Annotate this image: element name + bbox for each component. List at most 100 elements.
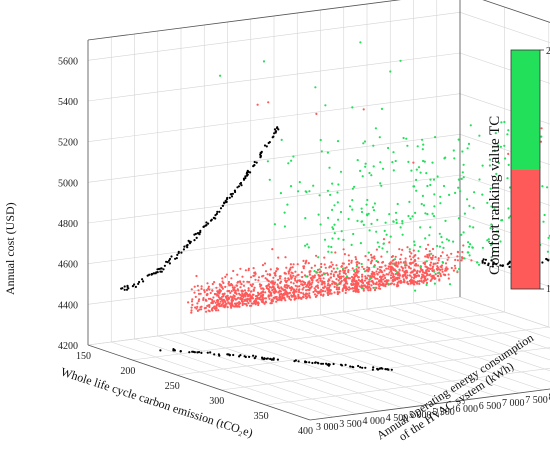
scatter-point-tc2 <box>347 217 350 221</box>
scatter-point-tc2 <box>337 237 340 240</box>
scatter-point-tc1 <box>277 256 280 259</box>
scatter-point-tc2 <box>452 149 455 152</box>
scatter-point-tc2 <box>370 222 373 225</box>
scatter-point-tc1 <box>390 268 393 271</box>
scatter-point-tc1 <box>208 310 211 313</box>
scatter-point-tc1 <box>417 257 420 260</box>
scatter-point-tc2 <box>289 185 293 188</box>
scatter-point-tc1 <box>283 284 287 287</box>
projection-point <box>200 351 203 354</box>
scatter-point-tc1 <box>456 251 460 254</box>
scatter-point-tc1 <box>260 284 263 287</box>
projection-point <box>166 261 169 264</box>
scatter-point-tc2 <box>421 194 424 197</box>
projection-point <box>259 153 262 156</box>
projection-point <box>239 181 243 185</box>
scatter-point-tc2 <box>306 243 309 246</box>
scatter-point-tc1 <box>318 271 321 274</box>
colorbar-tick-2: 2 <box>546 46 550 57</box>
z-axis-label: Annual cost (USD) <box>3 202 17 295</box>
scatter-point-tc1 <box>324 290 327 293</box>
scatter-point-tc2 <box>327 245 330 248</box>
projection-point <box>357 364 360 368</box>
x-tick-label: 350 <box>254 411 269 422</box>
axis-frame-edge <box>87 344 311 421</box>
scatter-point-tc1 <box>199 306 202 309</box>
scatter-point-tc1 <box>255 297 258 300</box>
scatter-point-tc1 <box>226 294 229 297</box>
scatter-point-tc1 <box>408 274 411 277</box>
scatter-point-tc1 <box>230 305 233 308</box>
scatter-point-tc1 <box>429 261 433 264</box>
scatter-point-tc1 <box>353 287 356 290</box>
scatter-point-tc2 <box>268 178 271 181</box>
scatter-point-tc1 <box>241 289 244 292</box>
scatter-point-tc1 <box>320 262 323 266</box>
scatter-point-tc2 <box>439 202 442 205</box>
scatter-point-tc1 <box>278 275 281 278</box>
scatter-point-tc1 <box>278 277 282 280</box>
scatter-point-tc1 <box>320 265 323 269</box>
scatter-point-tc1 <box>305 289 308 292</box>
scatter-point-tc2 <box>337 218 340 221</box>
scatter-point-tc2 <box>431 161 434 164</box>
scatter-point-tc1 <box>355 273 358 276</box>
scatter-point-tc1 <box>439 268 442 272</box>
scatter-point-tc1 <box>313 274 316 277</box>
scatter-point-tc1 <box>258 297 261 301</box>
scatter-point-tc2 <box>318 194 321 197</box>
grid-line <box>87 215 461 264</box>
axis-frame-edge <box>87 0 402 41</box>
scatter-point-tc1 <box>436 261 439 265</box>
scatter-point-tc1 <box>250 297 253 300</box>
projection-point <box>175 257 178 260</box>
scatter-point-tc1 <box>411 261 414 264</box>
scatter-point-tc1 <box>342 275 345 278</box>
scatter-point-tc1 <box>369 287 372 290</box>
projection-point <box>352 366 355 369</box>
z-tick-label: 5200 <box>58 138 78 149</box>
scatter-point-tc1 <box>190 300 194 303</box>
projection-point <box>499 264 502 267</box>
scatter-point-tc1 <box>266 273 269 276</box>
scatter-point-tc2 <box>317 213 320 216</box>
scatter-point-tc2 <box>462 231 465 234</box>
scatter-point-tc1 <box>406 246 409 249</box>
scatter-point-tc1 <box>199 292 202 295</box>
scatter-point-tc1 <box>230 290 233 293</box>
scatter-point-tc1 <box>316 278 319 281</box>
scatter-point-tc1 <box>375 270 378 273</box>
scatter-point-tc1 <box>380 255 383 258</box>
projection-point <box>483 262 486 265</box>
scatter-point-tc1 <box>352 277 355 280</box>
scatter-point-tc1 <box>218 302 221 305</box>
projection-point <box>364 366 367 369</box>
projection-point <box>193 239 196 242</box>
scatter-point-tc1 <box>393 283 396 286</box>
scatter-point-tc1 <box>406 274 409 277</box>
projection-point <box>123 285 126 288</box>
scatter-point-tc1 <box>412 276 416 280</box>
scatter-point-tc1 <box>240 283 243 286</box>
scatter-point-tc1 <box>350 261 353 264</box>
projection-point <box>224 199 227 202</box>
scatter-point-tc2 <box>422 143 425 146</box>
scatter-point-tc1 <box>322 277 325 280</box>
scatter-point-tc1 <box>359 280 362 283</box>
scatter-point-tc1 <box>252 288 255 291</box>
scatter-point-tc1 <box>438 279 441 282</box>
y-tick-label: 4 500 <box>386 413 409 424</box>
scatter-point-tc1 <box>338 272 341 275</box>
projection-point <box>349 365 352 368</box>
grid-line <box>87 134 461 183</box>
scatter-point-tc2 <box>426 213 429 216</box>
scatter-point-tc2 <box>327 216 330 219</box>
scatter-point-tc1 <box>257 303 260 307</box>
scatter-point-tc2 <box>361 175 364 178</box>
scatter-point-tc2 <box>476 261 479 264</box>
scatter-point-tc1 <box>388 271 391 274</box>
scatter-point-tc1 <box>446 254 449 257</box>
z-tick-label: 5600 <box>58 56 78 67</box>
scatter-point-tc1 <box>410 276 413 279</box>
scatter-point-tc1 <box>441 268 444 271</box>
